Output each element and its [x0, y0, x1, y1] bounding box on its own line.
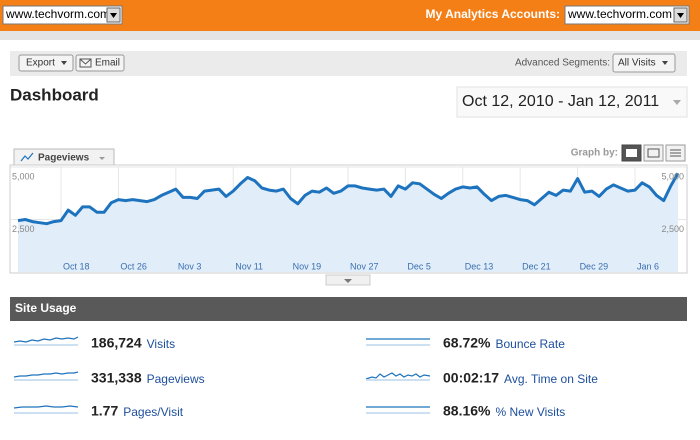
x-tick-label: Jan 6 — [637, 261, 659, 271]
accounts-select[interactable] — [564, 5, 690, 25]
email-icon — [79, 58, 92, 68]
metric-value: 1.77 — [91, 403, 118, 419]
x-tick-label: Nov 11 — [235, 261, 263, 271]
graph-by-label: Graph by: — [571, 148, 618, 159]
date-range-picker[interactable] — [456, 86, 688, 118]
graph-by-icon — [626, 149, 637, 157]
x-tick-label: Dec 29 — [580, 261, 609, 271]
site-usage-header — [10, 297, 687, 321]
metric-label[interactable]: % New Visits — [495, 405, 565, 419]
email-icon — [79, 58, 92, 65]
sparkline — [13, 405, 79, 409]
metric-label[interactable]: Bounce Rate — [495, 337, 565, 351]
x-tick-label: Dec 21 — [522, 261, 551, 271]
profile-select[interactable] — [2, 5, 123, 25]
arrow-icon — [662, 61, 668, 65]
x-tick-label: Oct 26 — [120, 261, 147, 271]
arrow-icon — [344, 279, 352, 283]
email-text: Email — [95, 58, 120, 69]
metrics: 186,724 Visits 331,338 Pageviews 1.77 Pages/V… — [13, 335, 598, 419]
sparkline — [13, 371, 79, 378]
segments-select-text: All Visits — [618, 58, 656, 69]
x-tick-label: Oct 18 — [63, 261, 90, 271]
sparkline — [365, 372, 431, 380]
metric-value: 68.72% — [443, 335, 491, 351]
y-tick-label: 2,500 — [12, 224, 35, 234]
export-text: Export — [26, 58, 55, 69]
date-range: Oct 12, 2010 - Jan 12, 2011 — [462, 93, 659, 110]
metric-label[interactable]: Avg. Time on Site — [504, 372, 598, 386]
x-tick-label: Nov 3 — [178, 261, 202, 271]
segments-label: Advanced Segments: — [515, 58, 610, 69]
arrow-icon — [61, 61, 67, 65]
arrow-icon — [677, 13, 684, 18]
arrow-icon — [673, 100, 681, 105]
metric-label[interactable]: Pageviews — [147, 372, 205, 386]
x-tick-label: Nov 27 — [350, 261, 379, 271]
y-tick-label: 5,000 — [12, 171, 35, 181]
chart: 2,500 2,500 5,000 5,000 Oct 18 Oct 26 Nov 3 Nov… — [11, 166, 686, 272]
accounts-select-text: www.techvorm.com — [567, 7, 672, 21]
metric-value: 186,724 — [91, 335, 142, 351]
x-tick-label: Dec 5 — [407, 261, 431, 271]
metric-label[interactable]: Pages/Visit — [123, 405, 183, 419]
y-tick-label: 2,500 — [661, 224, 684, 234]
metric-value: 00:02:17 — [443, 370, 499, 386]
metric-label[interactable]: Visits — [147, 337, 175, 351]
segments-select[interactable] — [612, 53, 676, 73]
top-bar-shadow — [0, 31, 700, 40]
line — [17, 172, 680, 226]
graph-by-week[interactable] — [643, 144, 664, 162]
metric-value: 331,338 — [91, 370, 142, 386]
x-tick-label: Nov 19 — [293, 261, 322, 271]
metric-value: 88.16% — [443, 403, 491, 419]
metric-tab-text: Pageviews — [38, 153, 90, 164]
accounts-label: My Analytics Accounts: — [426, 7, 560, 21]
y-tick-label: 5,000 — [661, 171, 684, 181]
site-usage-title: Site Usage — [15, 301, 77, 315]
graph-by-icon — [647, 148, 660, 158]
graph-by-icon — [670, 149, 681, 157]
profile-select-text: www.techvorm.com — [5, 7, 110, 21]
sparkline — [13, 336, 79, 343]
export-button[interactable] — [18, 54, 74, 72]
arrow-icon — [99, 157, 105, 160]
page-title: Dashboard — [10, 85, 99, 104]
tab-icon — [20, 152, 34, 162]
x-tick-label: Dec 13 — [465, 261, 494, 271]
arrow-icon — [110, 13, 117, 18]
